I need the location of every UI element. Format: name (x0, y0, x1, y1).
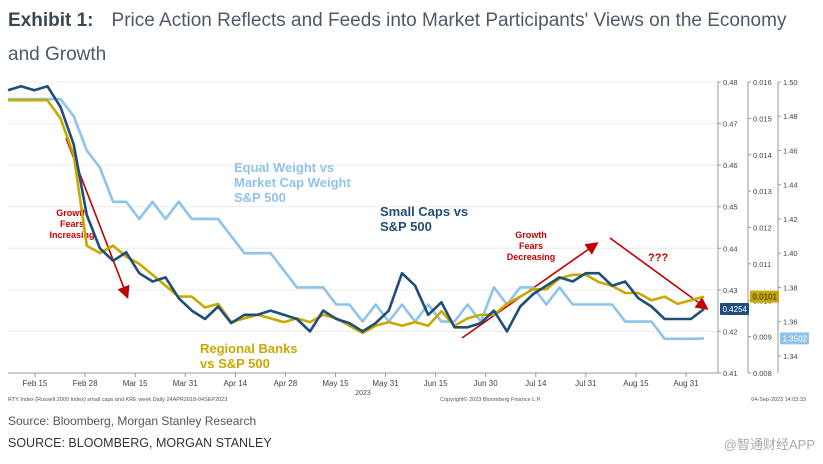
x-tick-label: May 31 (372, 379, 399, 388)
annotation-line: Decreasing (507, 252, 556, 262)
annotation-question-marks: ??? (648, 252, 668, 264)
y-tick-label-equal-weight: 1.42 (783, 215, 798, 224)
y-tick-label-regional-banks: 0.013 (753, 187, 772, 196)
y-tick-label-small-caps: 0.41 (723, 369, 738, 378)
y-tick-label-small-caps: 0.48 (723, 78, 738, 87)
annotation-line: ??? (648, 252, 668, 264)
last-value-label: 1.3502 (783, 334, 808, 343)
y-tick-label-equal-weight: 1.34 (783, 352, 798, 361)
last-value-label: 0.4254 (723, 305, 748, 314)
annotation-line: Growth (515, 230, 547, 240)
last-value-tag (750, 290, 779, 303)
annotation-line: Increasing (49, 230, 94, 240)
annotation-equal-weight: Equal Weight vs Market Cap Weight S&P 500 (234, 160, 351, 205)
annotation-line: vs S&P 500 (200, 356, 270, 371)
y-tick-label-equal-weight: 1.46 (783, 146, 798, 155)
series-line-small-caps-vs-s-p-500 (7, 84, 705, 333)
x-axis-label: 2023 (355, 390, 371, 397)
annotation-line: Fears (519, 241, 543, 251)
annotation-line: Fears (60, 219, 84, 229)
x-tick-label: Apr 14 (224, 379, 248, 388)
y-tick-label-equal-weight: 1.50 (783, 78, 798, 87)
y-tick-label-small-caps: 0.44 (723, 244, 738, 253)
y-tick-label-regional-banks: 0.011 (753, 260, 771, 269)
y-tick-label-equal-weight: 1.48 (783, 112, 798, 121)
x-tick-label: Feb 15 (23, 379, 48, 388)
x-tick-label: Feb 28 (73, 379, 98, 388)
footer-note-left: RTY Index (Russell 2000 Index) small cap… (8, 397, 227, 403)
annotation-growth-fears-increasing: Growth Fears Increasing (49, 208, 94, 240)
footer-note-center: Copyright© 2023 Bloomberg Finance L.P. (440, 396, 542, 403)
x-tick-label: Jun 15 (424, 379, 449, 388)
last-value-label: 0.0101 (753, 293, 778, 302)
x-tick-label: Aug 31 (673, 379, 699, 388)
y-tick-label-regional-banks: 0.014 (753, 151, 772, 160)
y-tick-label-regional-banks: 0.008 (753, 369, 772, 378)
y-tick-label-regional-banks: 0.015 (753, 114, 772, 123)
x-tick-label: May 15 (322, 379, 349, 388)
x-tick-label: Mar 31 (173, 379, 198, 388)
series-line-equal-weight-vs-market-cap-weight-s-p-500 (8, 97, 705, 341)
footer-note-right: 04-Sep-2023 14:03:33 (751, 397, 806, 403)
annotation-line: S&P 500 (380, 219, 432, 234)
x-tick-label: Aug 15 (623, 379, 649, 388)
y-tick-label-equal-weight: 1.36 (783, 318, 798, 327)
y-tick-label-small-caps: 0.43 (723, 286, 738, 295)
y-tick-label-small-caps: 0.42 (723, 327, 738, 336)
y-tick-label-small-caps: 0.47 (723, 120, 738, 129)
series-line-regional-banks-vs-s-p-500 (8, 98, 705, 335)
annotation-line: Market Cap Weight (234, 175, 351, 190)
arrow-question (609, 237, 709, 310)
last-value-tag (720, 302, 749, 315)
x-tick-label: Jul 31 (575, 379, 597, 388)
y-tick-label-equal-weight: 1.44 (783, 181, 798, 190)
axes: Feb 15 Feb 28 Mar 15 Mar 31 Apr 14 Apr 28 May … (8, 78, 809, 403)
y-tick-label-regional-banks: 0.009 (753, 333, 772, 342)
annotation-line: Small Caps vs (380, 204, 468, 219)
series-lines (7, 84, 705, 341)
y-tick-label-regional-banks: 0.016 (753, 78, 772, 87)
annotation-small-caps: Small Caps vs S&P 500 (380, 204, 468, 234)
annotation-growth-fears-decreasing: Growth Fears Decreasing (507, 230, 556, 262)
chart-title: Price Action Reflects and Feeds into Mar… (8, 10, 787, 65)
y-tick-label-small-caps: 0.46 (723, 161, 738, 170)
x-tick-label: Apr 28 (274, 379, 298, 388)
y-tick-label-regional-banks: 0.012 (753, 224, 772, 233)
last-value-tag (780, 332, 809, 345)
annotation-line: S&P 500 (234, 190, 286, 205)
y-tick-label-equal-weight: 1.38 (783, 283, 798, 292)
y-tick-label-equal-weight: 1.40 (783, 249, 798, 258)
source-line-caps: SOURCE: BLOOMBERG, MORGAN STANLEY (8, 436, 272, 450)
chart-grid (8, 81, 718, 374)
watermark: @智通财经APP (723, 437, 815, 452)
exhibit-header: Exhibit 1: Price Action Reflects and Feed… (8, 4, 808, 72)
source-line: Source: Bloomberg, Morgan Stanley Resear… (8, 414, 257, 428)
annotation-line: Equal Weight vs (234, 160, 334, 175)
y-tick-label-small-caps: 0.45 (723, 203, 738, 212)
x-tick-label: Mar 15 (123, 379, 148, 388)
x-tick-label: Jun 30 (474, 379, 499, 388)
x-tick-label: Jul 14 (525, 379, 547, 388)
annotation-regional-banks: Regional Banks vs S&P 500 (200, 341, 298, 371)
annotation-line: Regional Banks (200, 341, 298, 356)
annotation-line: Growth (56, 208, 88, 218)
exhibit-label: Exhibit 1: (8, 10, 94, 31)
